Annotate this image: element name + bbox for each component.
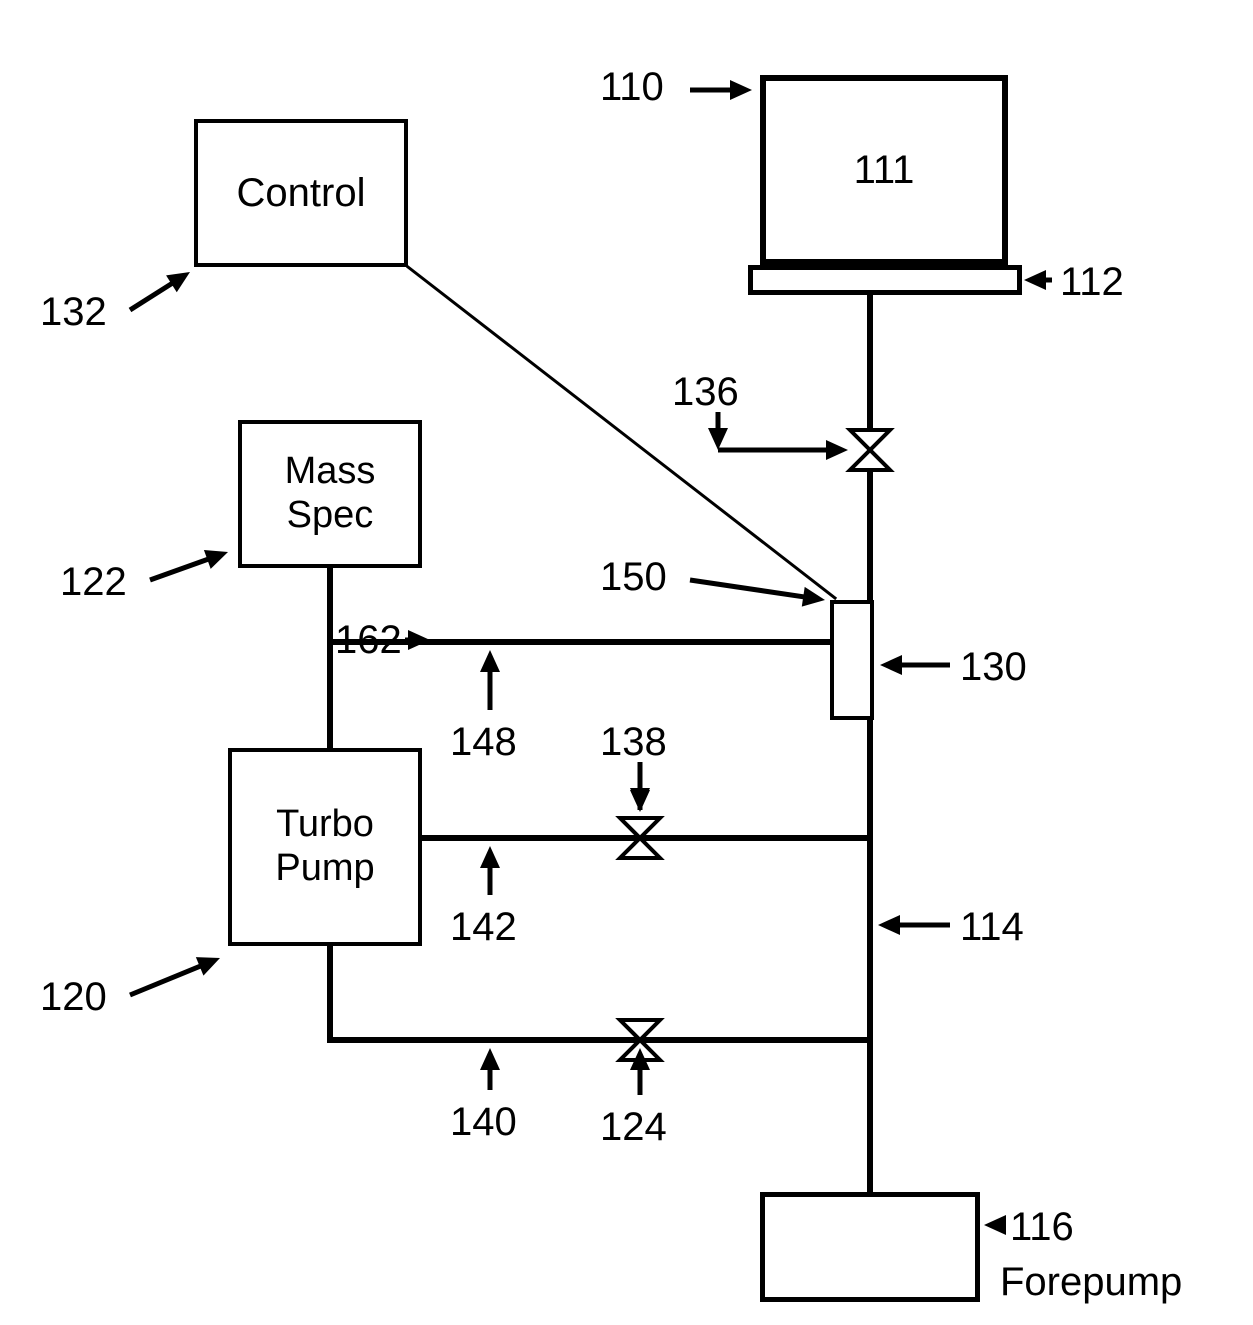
a114-arrowhead-icon <box>878 915 900 935</box>
block-111-label: 111 <box>854 147 915 193</box>
a140-arrowhead-icon <box>480 1048 500 1070</box>
label-110: 110 <box>600 65 664 110</box>
a116-arrowhead-icon <box>984 1215 1006 1235</box>
label-138: 138 <box>600 720 667 765</box>
label-150: 150 <box>600 555 667 600</box>
label-122: 122 <box>60 560 127 605</box>
label-120: 120 <box>40 975 107 1020</box>
a110-arrowhead-icon <box>730 80 752 100</box>
turbo-pump-label: Turbo Pump <box>275 803 374 890</box>
label-124: 124 <box>600 1105 667 1150</box>
label-114: 114 <box>960 905 1024 950</box>
a132-shaft <box>130 279 179 310</box>
label-132: 132 <box>40 290 107 335</box>
label-130: 130 <box>960 645 1027 690</box>
a138r-arrowhead-icon <box>630 790 650 812</box>
label-162: 162 <box>335 618 402 663</box>
control-label: Control <box>237 170 366 216</box>
v138-valve-icon <box>620 818 660 858</box>
a124-arrowhead-icon <box>630 1048 650 1070</box>
label-forepump: Forepump <box>1000 1260 1182 1305</box>
a122-shaft <box>150 556 216 580</box>
port-130 <box>830 600 874 720</box>
a150-arrowhead-icon <box>802 587 825 607</box>
v124-valve-icon <box>620 1020 660 1060</box>
label-142: 142 <box>450 905 517 950</box>
a120-arrowhead-icon <box>196 957 220 975</box>
a130-arrowhead-icon <box>880 655 902 675</box>
a132-arrowhead-icon <box>166 272 190 292</box>
label-136: 136 <box>672 370 739 415</box>
forepump-box <box>760 1192 980 1302</box>
mass-spec-label: Mass Spec <box>285 450 376 537</box>
label-112: 112 <box>1060 260 1124 305</box>
label-140: 140 <box>450 1100 517 1145</box>
block-111: 111 <box>760 75 1008 265</box>
a162-arrowhead-icon <box>408 630 430 650</box>
a148-arrowhead-icon <box>480 650 500 672</box>
control-box: Control <box>194 119 408 267</box>
v136-valve-icon <box>850 430 890 470</box>
a122-arrowhead-icon <box>204 550 228 569</box>
a142-arrowhead-icon <box>480 846 500 868</box>
a120-shaft <box>130 963 208 995</box>
a150-shaft <box>690 580 812 598</box>
mass-spec-box: Mass Spec <box>238 420 422 568</box>
a136r-arrowhead-icon <box>826 440 848 460</box>
a112-arrowhead-icon <box>1024 270 1046 290</box>
control-to-150 <box>408 267 835 598</box>
a138d-arrowhead-icon <box>630 788 650 810</box>
turbo-pump-box: Turbo Pump <box>228 748 422 946</box>
label-148: 148 <box>450 720 517 765</box>
label-116: 116 <box>1010 1205 1074 1250</box>
flange-112 <box>748 265 1022 295</box>
a136d-arrowhead-icon <box>708 428 728 450</box>
